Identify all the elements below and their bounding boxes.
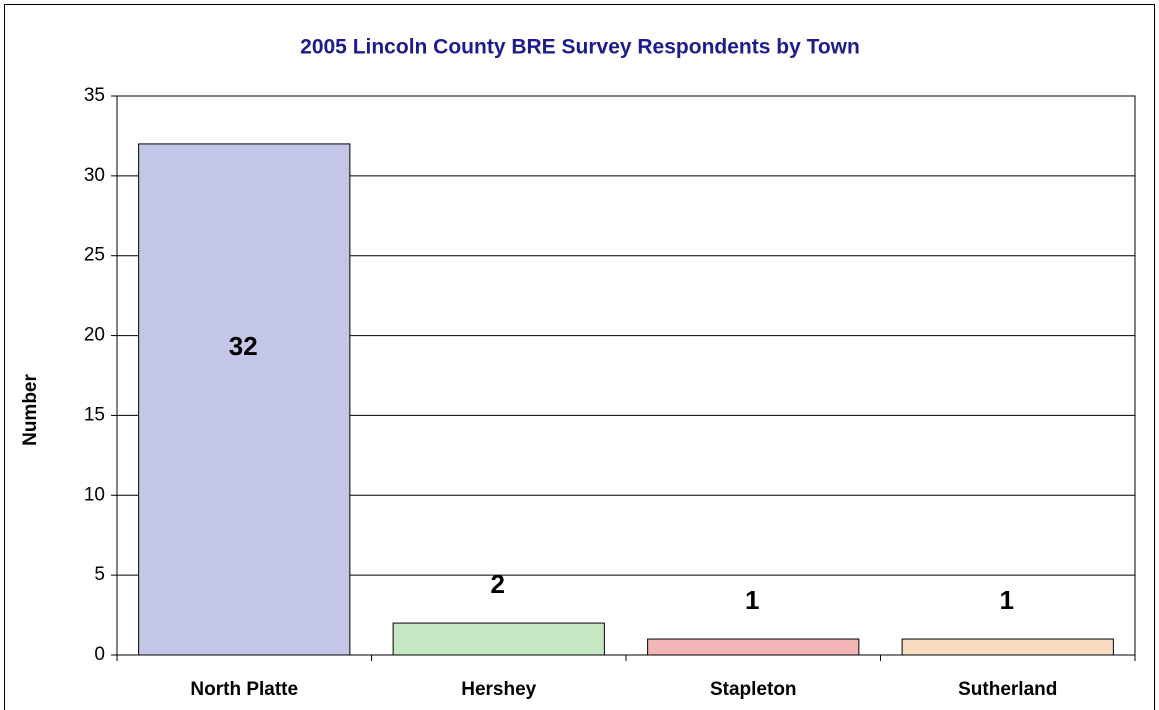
- x-tick-label: Stapleton: [710, 679, 797, 700]
- bar: [392, 622, 605, 656]
- value-label: 1: [1000, 585, 1014, 615]
- y-tick-label: 35: [84, 85, 105, 106]
- bar: [647, 638, 860, 656]
- value-label: 2: [491, 569, 505, 599]
- y-tick-label: 15: [84, 404, 105, 425]
- x-tick-label: Hershey: [461, 679, 536, 700]
- y-tick-label: 0: [94, 644, 105, 665]
- bar: [138, 143, 351, 656]
- chart-title: 2005 Lincoln County BRE Survey Responden…: [300, 36, 860, 59]
- x-tick-label: North Platte: [190, 679, 298, 700]
- y-tick-label: 25: [84, 245, 105, 266]
- y-tick-label: 20: [84, 325, 105, 346]
- bar: [901, 638, 1114, 656]
- value-label: 32: [229, 331, 258, 361]
- x-tick-label: Sutherland: [958, 679, 1057, 700]
- value-label: 1: [745, 585, 759, 615]
- y-tick-label: 10: [84, 484, 105, 505]
- y-tick-label: 5: [94, 564, 105, 585]
- y-tick-label: 30: [84, 165, 105, 186]
- y-axis-title: Number: [20, 374, 41, 446]
